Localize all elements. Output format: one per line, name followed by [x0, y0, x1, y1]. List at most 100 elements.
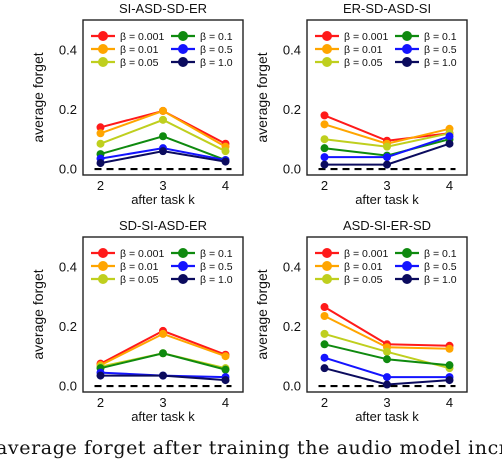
legend-entry-beta-1.0: β = 1.0	[171, 274, 233, 286]
legend-marker	[178, 248, 188, 258]
y-tick-label: 0.2	[59, 319, 77, 334]
data-point	[96, 139, 105, 148]
chart-title: SD-SI-ASD-ER	[119, 218, 207, 233]
data-point	[221, 352, 230, 361]
legend-entry-beta-0.05: β = 0.05	[315, 57, 383, 69]
legend-label: β = 0.05	[344, 57, 383, 69]
data-point	[445, 361, 454, 370]
legend-marker	[322, 261, 332, 271]
legend-label: β = 1.0	[200, 57, 233, 69]
x-axis-label: after task k	[355, 409, 419, 424]
legend-entry-beta-0.001: β = 0.001	[91, 248, 164, 260]
chart-title: ER-SD-ASD-SI	[343, 1, 431, 16]
plot-frame	[82, 236, 244, 393]
x-tick-label: 3	[383, 395, 390, 410]
legend-marker	[402, 274, 412, 284]
legend-label: β = 0.5	[424, 44, 457, 56]
x-tick-label: 3	[383, 178, 390, 193]
legend-marker	[98, 261, 108, 271]
chart-panel-4: ASD-SI-ER-SD 2 3 4 after task k 0.0 0.2 0.4 aver…	[254, 218, 468, 424]
legend-entry-beta-0.001: β = 0.001	[315, 31, 388, 43]
legend-entry-beta-0.05: β = 0.05	[91, 57, 159, 69]
legend-marker	[98, 44, 108, 54]
x-axis-label: after task k	[355, 192, 419, 207]
plot-frame	[306, 19, 468, 176]
legend-label: β = 0.1	[200, 31, 233, 43]
data-point	[159, 371, 167, 380]
y-tick-label: 0.4	[59, 42, 77, 57]
legend-marker	[178, 44, 188, 54]
caption-text: average forget after training the audio …	[0, 438, 502, 459]
chart-panel-3: SD-SI-ASD-ER 2 3 4 after task k 0.0 0.2 0.4 aver…	[30, 218, 244, 424]
legend-label: β = 0.01	[120, 261, 159, 273]
data-point	[320, 153, 329, 162]
legend-marker	[178, 31, 188, 41]
data-point	[159, 115, 167, 124]
data-point	[221, 147, 230, 156]
data-point	[320, 329, 329, 338]
legend-label: β = 0.001	[344, 248, 388, 260]
data-point	[96, 371, 105, 380]
chart-title: ASD-SI-ER-SD	[343, 218, 431, 233]
legend-marker	[322, 31, 332, 41]
legend-label: β = 1.0	[424, 274, 457, 286]
x-tick-label: 2	[97, 178, 104, 193]
legend-marker	[178, 261, 188, 271]
legend-entry-beta-0.001: β = 0.001	[315, 248, 388, 260]
data-point	[159, 106, 167, 115]
legend-label: β = 0.1	[424, 31, 457, 43]
data-point	[96, 159, 105, 168]
legend-marker	[322, 57, 332, 67]
data-point	[221, 157, 230, 166]
legend-label: β = 0.5	[200, 44, 233, 56]
y-tick-label: 0.0	[283, 162, 301, 177]
legend-entry-beta-0.001: β = 0.001	[91, 31, 164, 43]
legend-marker	[98, 248, 108, 258]
data-point	[159, 329, 167, 338]
x-tick-label: 2	[321, 178, 328, 193]
legend-marker	[98, 57, 108, 67]
y-tick-label: 0.0	[59, 162, 77, 177]
data-point	[320, 144, 329, 153]
legend-marker	[98, 274, 108, 284]
plot-frame	[82, 19, 244, 176]
plot-frame	[306, 236, 468, 393]
data-point	[383, 355, 391, 364]
legend-label: β = 0.01	[344, 44, 383, 56]
y-tick-label: 0.2	[283, 319, 301, 334]
legend-entry-beta-0.05: β = 0.05	[315, 274, 383, 286]
legend-marker	[402, 261, 412, 271]
data-point	[445, 376, 454, 385]
x-tick-label: 4	[222, 178, 229, 193]
y-tick-label: 0.2	[283, 102, 301, 117]
figure-caption: average forget after training the audio …	[0, 438, 502, 460]
y-tick-label: 0.4	[283, 259, 301, 274]
chart-panel-2: ER-SD-ASD-SI 2 3 4 after task k 0.0 0.2 0.4 aver…	[254, 1, 468, 207]
legend-entry-beta-0.1: β = 0.1	[395, 248, 457, 260]
legend-marker	[178, 57, 188, 67]
y-tick-label: 0.0	[283, 379, 301, 394]
legend-entry-beta-0.01: β = 0.01	[315, 261, 383, 273]
legend-marker	[402, 31, 412, 41]
data-point	[320, 311, 329, 320]
chart-title: SI-ASD-SD-ER	[119, 1, 207, 16]
legend-label: β = 1.0	[424, 57, 457, 69]
legend-label: β = 0.01	[120, 44, 159, 56]
data-point	[383, 380, 391, 389]
data-point	[383, 373, 391, 382]
y-axis-label: average forget	[254, 52, 270, 142]
legend-marker	[322, 274, 332, 284]
data-point	[320, 135, 329, 144]
x-axis-label: after task k	[131, 409, 195, 424]
y-axis-label: average forget	[30, 269, 46, 359]
data-point	[320, 111, 329, 120]
legend-label: β = 0.001	[120, 31, 164, 43]
legend-marker	[178, 274, 188, 284]
data-point	[445, 139, 454, 148]
legend-entry-beta-0.1: β = 0.1	[171, 248, 233, 260]
data-point	[383, 153, 391, 162]
legend-entry-beta-0.5: β = 0.5	[395, 44, 457, 56]
y-axis-label: average forget	[254, 269, 270, 359]
data-point	[159, 132, 167, 141]
x-axis-label: after task k	[131, 192, 195, 207]
